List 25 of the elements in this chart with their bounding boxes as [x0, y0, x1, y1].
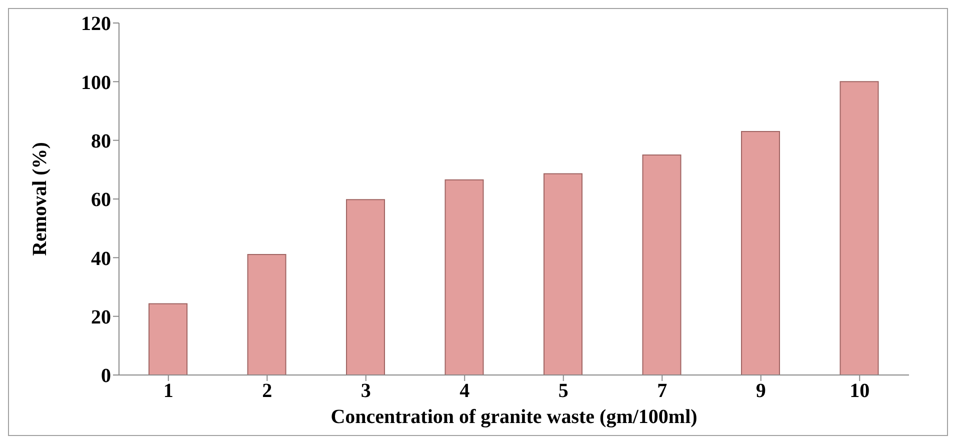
x-tick-label: 7 [657, 380, 668, 402]
x-tick-label: 3 [360, 380, 371, 402]
y-tick-label: 60 [91, 189, 111, 212]
x-tick-label: 10 [850, 380, 870, 402]
y-tick-label: 80 [91, 130, 111, 152]
bar [544, 173, 582, 375]
x-tick-label: 2 [262, 380, 272, 402]
y-tick-label: 0 [101, 365, 111, 388]
y-tick-label: 20 [91, 306, 111, 328]
bar [148, 303, 188, 375]
bar [840, 81, 879, 375]
y-tick-label: 120 [81, 13, 111, 36]
x-tick-label: 4 [460, 380, 470, 402]
bar [642, 154, 682, 375]
y-tick-label: 100 [81, 72, 111, 94]
x-tick-label: 9 [756, 380, 766, 402]
x-tick-label: 5 [558, 380, 568, 402]
bar [346, 199, 385, 375]
y-axis-title: Removal (%) [29, 142, 52, 256]
x-tick-label: 1 [163, 380, 174, 402]
x-axis-title: Concentration of granite waste (gm/100ml) [330, 406, 698, 428]
bar [741, 131, 780, 375]
bar [247, 254, 286, 375]
y-tick-label: 40 [91, 248, 111, 270]
bar [444, 179, 484, 375]
